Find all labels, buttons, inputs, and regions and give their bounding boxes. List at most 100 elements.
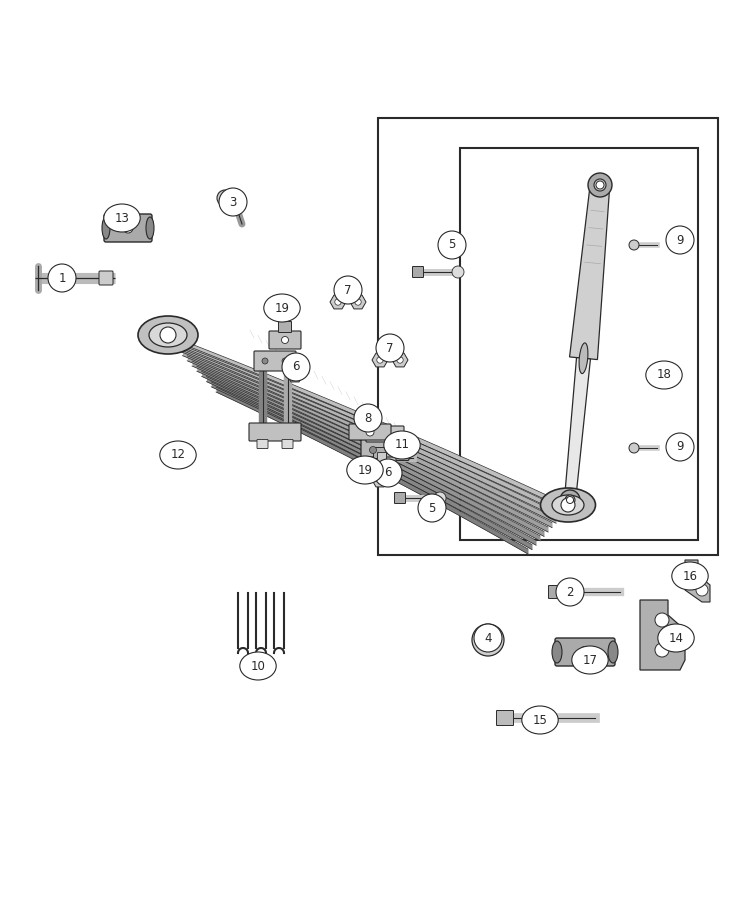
Ellipse shape	[282, 353, 310, 381]
Ellipse shape	[354, 404, 382, 432]
Polygon shape	[330, 295, 346, 309]
Ellipse shape	[160, 441, 196, 469]
Ellipse shape	[658, 624, 694, 652]
Text: 12: 12	[170, 448, 185, 462]
Circle shape	[262, 358, 268, 364]
FancyBboxPatch shape	[377, 453, 387, 464]
Circle shape	[222, 194, 228, 202]
FancyBboxPatch shape	[99, 271, 113, 285]
Circle shape	[335, 299, 341, 305]
Text: 19: 19	[357, 464, 373, 476]
FancyBboxPatch shape	[249, 423, 301, 441]
Ellipse shape	[556, 578, 584, 606]
Ellipse shape	[376, 334, 404, 362]
FancyBboxPatch shape	[394, 492, 405, 503]
FancyBboxPatch shape	[413, 266, 424, 277]
Circle shape	[396, 356, 403, 364]
Polygon shape	[372, 353, 388, 367]
Circle shape	[282, 358, 288, 364]
FancyBboxPatch shape	[361, 439, 409, 461]
Circle shape	[655, 613, 669, 627]
Circle shape	[434, 492, 446, 504]
Ellipse shape	[146, 217, 154, 239]
Ellipse shape	[48, 264, 76, 292]
Circle shape	[629, 240, 639, 250]
Circle shape	[355, 299, 361, 305]
Circle shape	[160, 327, 176, 343]
Circle shape	[561, 498, 575, 512]
Ellipse shape	[572, 646, 608, 674]
FancyBboxPatch shape	[548, 586, 562, 598]
Text: 3: 3	[229, 195, 236, 209]
Text: 2: 2	[566, 586, 574, 598]
Text: 9: 9	[677, 440, 684, 454]
FancyBboxPatch shape	[364, 457, 396, 475]
Circle shape	[377, 356, 383, 364]
Polygon shape	[570, 184, 610, 360]
Ellipse shape	[672, 562, 708, 590]
FancyBboxPatch shape	[104, 214, 152, 242]
Ellipse shape	[474, 624, 502, 652]
Circle shape	[377, 477, 383, 483]
Ellipse shape	[608, 641, 618, 663]
Ellipse shape	[374, 459, 402, 487]
Text: 6: 6	[385, 466, 392, 480]
Ellipse shape	[347, 456, 383, 484]
FancyBboxPatch shape	[349, 424, 391, 440]
Polygon shape	[372, 473, 388, 487]
Text: 1: 1	[59, 272, 66, 284]
Ellipse shape	[522, 706, 558, 734]
Text: 10: 10	[250, 660, 265, 672]
Ellipse shape	[264, 294, 300, 322]
Text: 4: 4	[485, 632, 492, 644]
FancyBboxPatch shape	[366, 426, 404, 442]
Circle shape	[696, 584, 708, 596]
Circle shape	[123, 223, 133, 233]
Polygon shape	[392, 353, 408, 367]
Polygon shape	[287, 368, 303, 382]
Ellipse shape	[240, 652, 276, 680]
Text: 5: 5	[428, 501, 436, 515]
FancyBboxPatch shape	[496, 710, 514, 725]
Bar	[460, 148, 698, 540]
Polygon shape	[685, 560, 710, 602]
Circle shape	[567, 497, 574, 503]
Text: 8: 8	[365, 411, 372, 425]
Polygon shape	[565, 357, 591, 500]
Ellipse shape	[149, 323, 187, 347]
FancyBboxPatch shape	[555, 638, 615, 666]
Ellipse shape	[588, 173, 612, 197]
Polygon shape	[350, 295, 366, 309]
Bar	[378, 118, 718, 555]
Ellipse shape	[565, 495, 575, 505]
Circle shape	[366, 428, 374, 436]
Ellipse shape	[384, 431, 420, 459]
Circle shape	[481, 633, 495, 647]
Circle shape	[472, 624, 504, 656]
Circle shape	[370, 446, 376, 454]
Circle shape	[629, 443, 639, 453]
Text: 9: 9	[677, 233, 684, 247]
Ellipse shape	[540, 488, 596, 522]
Ellipse shape	[104, 204, 140, 232]
Circle shape	[292, 372, 298, 378]
Circle shape	[596, 181, 604, 189]
Ellipse shape	[594, 179, 606, 191]
FancyBboxPatch shape	[373, 447, 387, 458]
Text: 11: 11	[394, 438, 410, 452]
FancyBboxPatch shape	[282, 439, 293, 448]
Text: 7: 7	[386, 341, 393, 355]
Text: 13: 13	[115, 212, 130, 224]
Ellipse shape	[219, 188, 247, 216]
Ellipse shape	[334, 276, 362, 304]
FancyBboxPatch shape	[269, 331, 301, 349]
Circle shape	[452, 266, 464, 278]
Ellipse shape	[552, 495, 584, 515]
FancyBboxPatch shape	[279, 321, 291, 332]
Circle shape	[376, 463, 384, 470]
Text: 17: 17	[582, 653, 597, 667]
Ellipse shape	[560, 490, 580, 510]
Ellipse shape	[552, 641, 562, 663]
Text: 15: 15	[533, 714, 548, 726]
Text: 6: 6	[292, 361, 300, 374]
